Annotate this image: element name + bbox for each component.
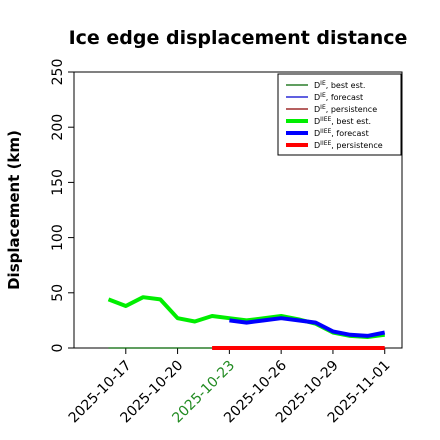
y-tick-label: 0 <box>50 344 66 353</box>
legend-label: DIIEE, best est. <box>314 116 371 126</box>
y-tick-label: 200 <box>50 114 66 141</box>
legend-label: DIE, persistence <box>314 104 377 114</box>
legend-label: DIIEE, persistence <box>314 140 383 150</box>
y-tick-label: 100 <box>50 224 66 251</box>
legend-label: DIE, forecast <box>314 92 363 102</box>
legend-box <box>277 73 402 156</box>
y-tick-label: 150 <box>50 169 66 196</box>
legend-label: DIIEE, forecast <box>314 128 369 138</box>
series-line <box>107 295 385 339</box>
series-line <box>229 316 386 338</box>
legend-label: DIE, best est. <box>314 80 365 90</box>
series-layer <box>107 295 386 350</box>
y-tick-label: 250 <box>50 59 66 86</box>
legend: DIE, best est. DIE, forecast DIE, persiste… <box>277 73 402 156</box>
y-tick-label: 50 <box>50 284 66 302</box>
chart-title: Ice edge displacement distance <box>69 27 408 49</box>
y-axis-label: Displacement (km) <box>5 130 23 290</box>
